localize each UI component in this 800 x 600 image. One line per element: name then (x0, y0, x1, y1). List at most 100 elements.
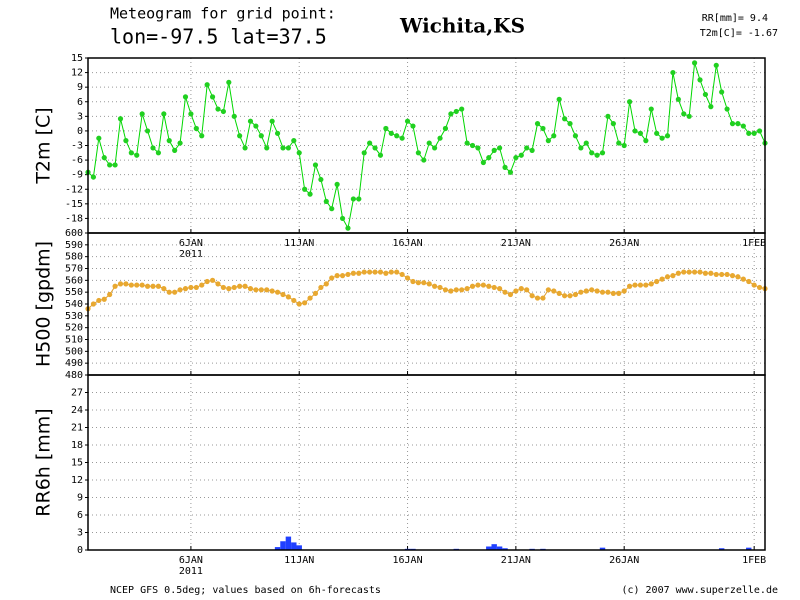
point (399, 135, 405, 141)
point (123, 138, 129, 144)
y-tick-label: -12 (65, 184, 83, 195)
point (567, 293, 573, 299)
point (459, 287, 465, 293)
point (578, 289, 584, 295)
point (421, 157, 427, 163)
point (599, 150, 606, 156)
point (144, 283, 151, 289)
footer-source: NCEP GFS 0.5deg; values based on 6h-fore… (110, 585, 381, 596)
point (226, 79, 232, 85)
point (404, 118, 411, 124)
point (448, 111, 454, 117)
y-axis-label: RR6h [mm] (33, 408, 55, 516)
point (437, 135, 443, 141)
point (285, 145, 291, 151)
point (475, 145, 481, 151)
point (318, 284, 324, 291)
y-tick-label: 21 (71, 423, 83, 434)
point (128, 150, 134, 156)
bar (291, 542, 297, 550)
point (627, 283, 633, 289)
point (605, 289, 611, 295)
x-tick-label: 16JAN (392, 555, 422, 566)
point (177, 287, 183, 293)
point (507, 169, 514, 175)
bar (491, 544, 497, 550)
series-line (87, 62, 766, 230)
point (188, 111, 194, 117)
point (432, 145, 438, 151)
point (724, 271, 730, 278)
point (96, 297, 102, 304)
point (296, 301, 302, 307)
point (150, 283, 156, 289)
point (453, 287, 459, 293)
point (589, 150, 595, 156)
point (112, 283, 118, 289)
point (627, 99, 633, 105)
point (383, 270, 389, 276)
point (274, 289, 281, 295)
point (101, 155, 107, 161)
point (491, 147, 497, 153)
point (215, 281, 221, 287)
point (697, 269, 703, 275)
y-tick-label: -9 (71, 170, 83, 181)
bar (280, 541, 286, 550)
point (231, 113, 237, 119)
point (274, 130, 281, 136)
point (729, 121, 736, 127)
point (123, 281, 129, 287)
point (551, 133, 557, 139)
point (442, 287, 449, 293)
point (751, 130, 757, 136)
point (96, 135, 102, 141)
point (339, 215, 346, 222)
point (442, 125, 449, 132)
point (518, 286, 524, 292)
point (681, 111, 687, 117)
point (90, 301, 97, 307)
point (242, 283, 248, 289)
point (312, 162, 319, 168)
point (367, 269, 373, 275)
point (675, 270, 681, 276)
point (166, 289, 172, 295)
point (356, 196, 362, 202)
point (740, 276, 746, 282)
point (664, 133, 671, 139)
point (172, 147, 178, 153)
footer-credit: (c) 2007 www.superzelle.de (621, 585, 778, 596)
point (740, 123, 746, 129)
point (334, 273, 340, 279)
point (691, 60, 698, 66)
point (513, 155, 519, 161)
point (708, 270, 714, 276)
point (589, 287, 595, 293)
point (128, 282, 134, 288)
y-tick-label: 500 (65, 346, 83, 357)
x-tick-label: 21JAN (501, 555, 531, 566)
x-sublabel: 2011 (179, 249, 203, 260)
y-tick-label: 27 (71, 388, 83, 399)
point (258, 133, 264, 139)
subtitle: lon=-97.5 lat=37.5 (110, 25, 327, 49)
point (746, 278, 752, 285)
point (394, 269, 400, 275)
point (616, 290, 622, 296)
point (280, 145, 286, 151)
y-tick-label: -3 (71, 141, 83, 152)
point (410, 123, 416, 129)
point (112, 162, 118, 168)
bar (296, 545, 302, 550)
point (247, 118, 254, 124)
point (426, 281, 432, 287)
point (756, 284, 763, 291)
point (637, 130, 644, 136)
point (556, 96, 562, 102)
point (448, 288, 454, 294)
point (713, 271, 719, 278)
point (545, 138, 551, 144)
